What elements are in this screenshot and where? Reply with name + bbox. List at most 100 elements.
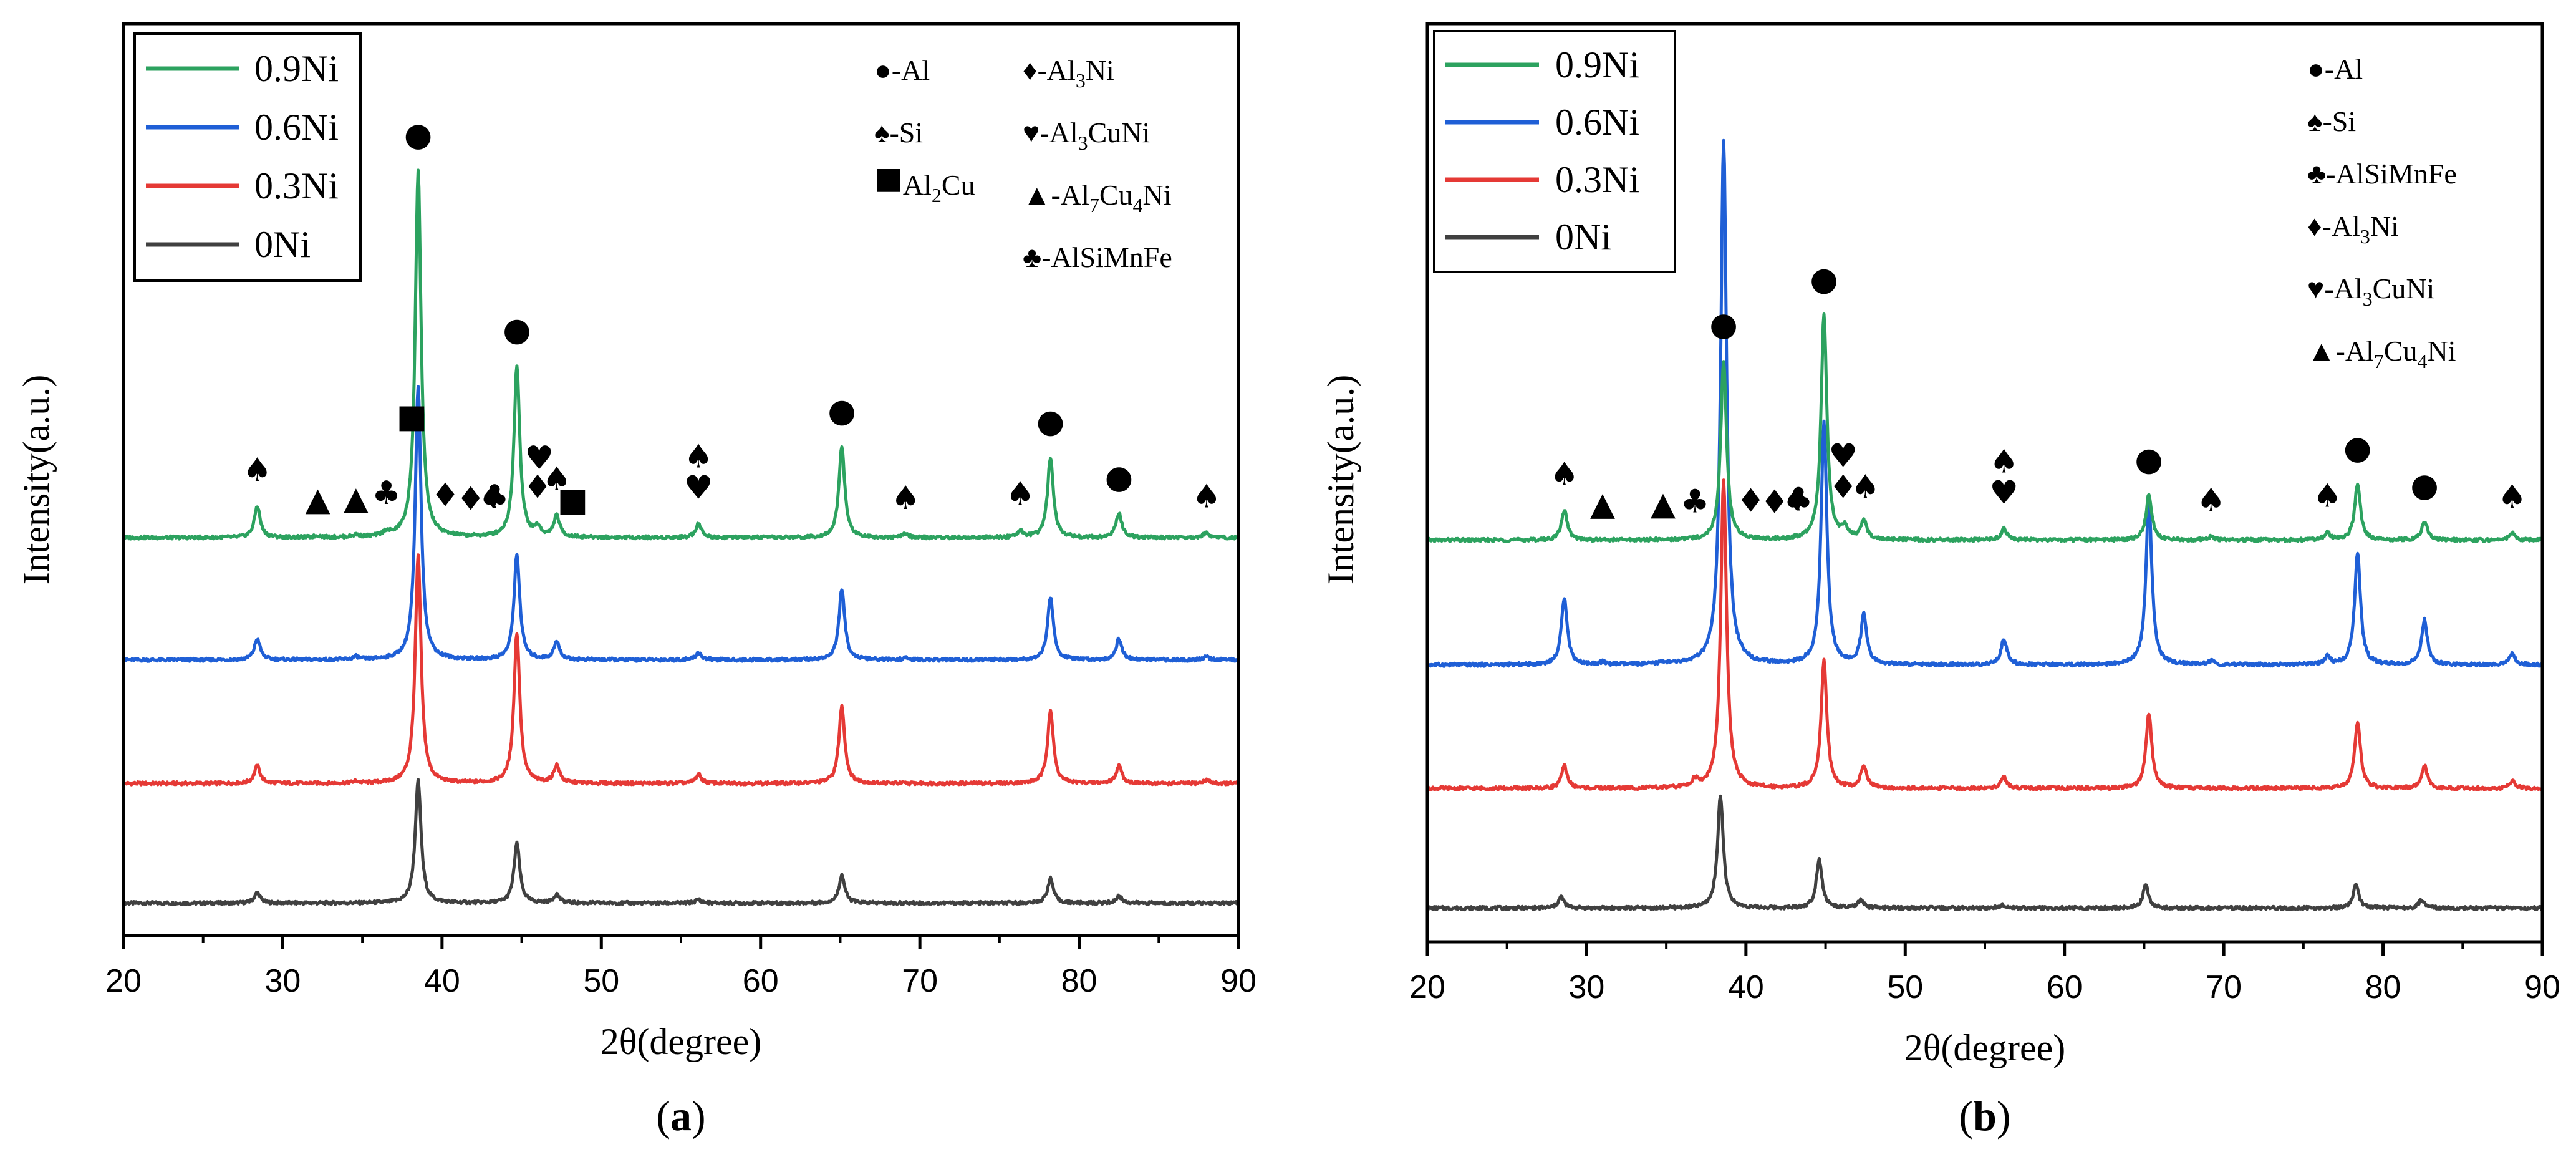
x-tick-label-a-50: 50: [583, 963, 619, 999]
phase-key-al-a: ●-Al: [874, 54, 930, 86]
phase-key-al7cu4ni-b: ▲-Al7Cu4Ni: [2307, 335, 2456, 372]
phase-annotations-panel-b: ●●● ●●♠♦♦♦♣ ♦♥♠ ♥♠♠ ♠ ♠▲ ▲ ♣: [1550, 261, 2526, 523]
x-ticks-panel-b: 20 30 40 50 60 70 80 90: [1409, 942, 2560, 1005]
phase-key-al-b: ●-Al: [2307, 53, 2363, 85]
phase-marker-a-12: ♣: [480, 478, 509, 516]
phase-marker-b-15: ♠: [2196, 482, 2226, 520]
phase-marker-a-7: ▲: [344, 480, 369, 517]
legend-box-b: [1433, 30, 1676, 273]
phase-marker-a-10: ♦: [456, 481, 485, 518]
phase-marker-a-14: ♥: [524, 440, 554, 477]
legend-panel-b: 0.9Ni 0.6Ni 0.3Ni 0Ni: [1433, 30, 1676, 273]
phase-marker-b-12: ♠: [1851, 468, 1880, 506]
phase-marker-a-15: ♠: [542, 460, 571, 498]
traces-panel-a: [122, 168, 1240, 906]
phase-marker-b-19: ▲: [1651, 485, 1676, 523]
phase-marker-b-8: ♦: [1782, 482, 1811, 519]
x-tick-label-b-40: 40: [1728, 969, 1764, 1005]
series-line-0.3Ni-b: [1425, 478, 2544, 791]
phase-marker-a-0: ●: [404, 117, 432, 154]
x-tick-label-a-90: 90: [1220, 963, 1257, 999]
phase-marker-b-1: ●: [1810, 261, 1838, 298]
phase-marker-a-20: ♠: [1006, 475, 1035, 513]
x-tick-label-a-20: 20: [105, 963, 142, 999]
phase-key-panel-a: ●-Al ♠-Si ■Al2Cu ♦-Al3Ni ♥-Al3CuNi ▲-Al7…: [874, 54, 1172, 273]
phase-key-si-a: ♠-Si: [874, 117, 923, 148]
phase-marker-b-11: ♥: [1828, 437, 1858, 475]
phase-marker-a-2: ●: [827, 392, 856, 430]
y-axis-title-b: Intensity(a.u.): [1320, 375, 1361, 585]
phase-marker-a-11: ♦: [478, 479, 508, 516]
panel-label-a: (a): [656, 1092, 705, 1140]
phase-marker-a-22: ■: [397, 398, 427, 435]
series-line-0Ni-a: [122, 778, 1240, 906]
phase-annotations-panel-a: ●●● ●●♠▲ ▲ ♣ ♦♦♦♣ ♦♥♠■ ♥♠♠ ♠ ♠■: [243, 117, 1221, 519]
phase-marker-b-9: ♣: [1784, 482, 1813, 519]
x-tick-label-b-60: 60: [2047, 969, 2083, 1005]
x-tick-label-b-50: 50: [1887, 969, 1923, 1005]
series-line-0.6Ni-a: [122, 385, 1240, 663]
phase-marker-a-5: ♠: [243, 452, 272, 489]
x-tick-label-a-70: 70: [902, 963, 938, 999]
phase-key-al7cu4ni-a: ▲-Al7Cu4Ni: [1023, 179, 1172, 216]
phase-marker-b-7: ♦: [1760, 484, 1789, 521]
phase-marker-a-16: ■: [557, 482, 588, 519]
series-line-0.6Ni-b: [1425, 138, 2544, 668]
phase-key-al2cu-a: ■Al2Cu: [874, 153, 975, 206]
series-line-0Ni-b: [1426, 794, 2544, 912]
phase-key-alsimnfe-b: ♣-AlSiMnFe: [2307, 158, 2457, 190]
legend-label-0.6Ni-b: 0.6Ni: [1555, 102, 1639, 143]
phase-marker-b-18: ▲: [1590, 485, 1615, 523]
panel-b: ●●● ●●♠♦♦♦♣ ♦♥♠ ♥♠♠ ♠ ♠▲ ▲ ♣ 20 30 40 50 60 70 80 90 2…: [1320, 22, 2560, 1140]
phase-marker-a-13: ♦: [523, 469, 552, 506]
legend-label-0.9Ni-a: 0.9Ni: [254, 48, 339, 89]
phase-marker-b-13: ♥: [1989, 475, 2019, 512]
x-axis-title-a: 2θ(degree): [601, 1021, 762, 1062]
x-ticks-panel-a: 20 30 40 50 60 70 80 90: [105, 936, 1257, 999]
y-axis-title-a: Intensity(a.u.): [16, 375, 57, 585]
x-tick-label-a-40: 40: [424, 963, 460, 999]
x-tick-label-b-30: 30: [1569, 969, 1605, 1005]
legend-box-a: [133, 32, 362, 282]
traces-panel-b: [1425, 138, 2544, 912]
phase-marker-a-19: ♠: [891, 480, 920, 517]
x-tick-label-b-20: 20: [1409, 969, 1445, 1005]
phase-marker-a-4: ●: [1105, 458, 1133, 496]
phase-key-al3cuni-a: ♥-Al3CuNi: [1023, 117, 1150, 154]
phase-marker-a-17: ♥: [684, 469, 713, 506]
series-line-0.3Ni-a: [122, 553, 1240, 787]
phase-marker-b-3: ●: [2343, 430, 2371, 467]
x-tick-label-a-80: 80: [1061, 963, 1097, 999]
legend-label-0Ni-a: 0Ni: [254, 224, 311, 265]
phase-marker-b-2: ●: [2135, 441, 2163, 478]
phase-marker-b-14: ♠: [1989, 443, 2019, 481]
panel-label-b: (b): [1959, 1092, 2010, 1140]
phase-key-al3ni-a: ♦-Al3Ni: [1023, 54, 1114, 92]
phase-marker-b-5: ♠: [1550, 456, 1579, 493]
series-line-0.9Ni-b: [1426, 312, 2544, 543]
x-axis-title-b: 2θ(degree): [1904, 1027, 2066, 1068]
phase-marker-b-17: ♠: [2497, 478, 2527, 516]
legend-panel-a: 0.9Ni 0.6Ni 0.3Ni 0Ni: [133, 32, 362, 282]
phase-key-al3cuni-b: ♥-Al3CuNi: [2307, 273, 2434, 310]
phase-marker-a-21: ♠: [1192, 478, 1222, 515]
legend-label-0Ni-b: 0Ni: [1555, 216, 1611, 258]
x-tick-label-b-70: 70: [2206, 969, 2242, 1005]
phase-marker-b-20: ♣: [1681, 483, 1710, 520]
phase-marker-a-6: ▲: [306, 481, 330, 518]
x-tick-label-b-80: 80: [2365, 969, 2401, 1005]
phase-marker-a-1: ●: [503, 311, 531, 349]
legend-label-0.3Ni-a: 0.3Ni: [254, 165, 339, 206]
x-tick-label-a-30: 30: [265, 963, 301, 999]
phase-marker-a-18: ♠: [684, 438, 713, 475]
legend-label-0.9Ni-b: 0.9Ni: [1555, 44, 1639, 85]
phase-marker-b-10: ♦: [1828, 468, 1858, 506]
phase-marker-b-4: ●: [2410, 467, 2438, 505]
phase-marker-b-0: ●: [1709, 306, 1737, 344]
phase-key-panel-b: ●-Al ♠-Si ♣-AlSiMnFe ♦-Al3Ni ♥-Al3CuNi ▲…: [2307, 53, 2457, 372]
phase-marker-a-9: ♦: [431, 477, 460, 515]
phase-key-alsimnfe-a: ♣-AlSiMnFe: [1023, 241, 1172, 273]
phase-marker-b-16: ♠: [2313, 478, 2342, 515]
